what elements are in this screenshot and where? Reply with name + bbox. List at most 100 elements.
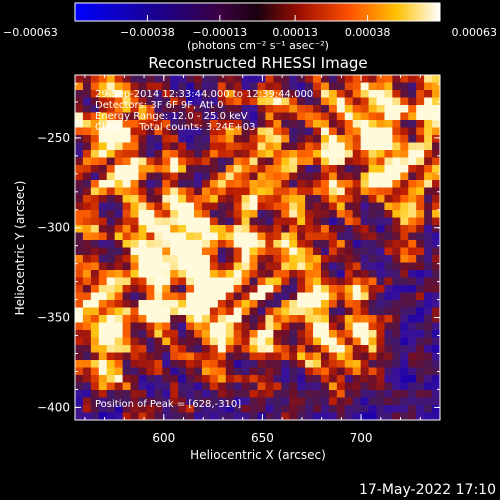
heatmap-cell xyxy=(82,180,92,189)
heatmap-cell xyxy=(320,330,330,339)
heatmap-cell xyxy=(178,75,187,84)
heatmap-cell xyxy=(241,225,251,234)
heatmap-cell xyxy=(344,255,354,264)
heatmap-cell xyxy=(297,307,306,316)
heatmap-cell xyxy=(106,405,116,414)
heatmap-cell xyxy=(122,202,132,211)
heatmap-cell xyxy=(289,390,298,399)
heatmap-cell xyxy=(297,225,306,234)
heatmap-cell xyxy=(225,75,235,84)
heatmap-cell xyxy=(432,240,440,249)
heatmap-cell xyxy=(233,300,243,309)
heatmap-cell xyxy=(106,172,116,181)
heatmap-cell xyxy=(320,285,330,294)
heatmap-cell xyxy=(114,240,124,249)
heatmap-cell xyxy=(432,330,440,339)
heatmap-cell xyxy=(289,127,298,136)
heatmap-cell xyxy=(82,247,92,256)
heatmap-cell xyxy=(82,187,92,196)
heatmap-cell xyxy=(273,262,282,271)
heatmap-cell xyxy=(178,157,187,166)
heatmap-cell xyxy=(281,285,290,294)
heatmap-cell xyxy=(400,292,409,301)
heatmap-cell xyxy=(170,330,179,339)
heatmap-cell xyxy=(170,112,179,121)
heatmap-cell xyxy=(170,97,179,106)
heatmap-cell xyxy=(320,150,330,159)
heatmap-cell xyxy=(273,382,282,391)
heatmap-cell xyxy=(305,225,314,234)
heatmap-cell xyxy=(201,202,211,211)
heatmap-cell xyxy=(201,105,211,114)
heatmap-cell xyxy=(360,307,370,316)
heatmap-cell xyxy=(209,307,219,316)
heatmap-cell xyxy=(392,270,401,279)
heatmap-cell xyxy=(273,367,282,376)
heatmap-cell xyxy=(320,390,330,399)
heatmap-cell xyxy=(328,232,338,241)
heatmap-cell xyxy=(400,202,409,211)
heatmap-cell xyxy=(368,217,378,226)
heatmap-cell xyxy=(368,397,378,406)
heatmap-cell xyxy=(122,315,132,324)
heatmap-cell xyxy=(273,255,282,264)
heatmap-cell xyxy=(90,90,100,99)
heatmap-cell xyxy=(82,225,92,234)
heatmap-cell xyxy=(400,300,409,309)
heatmap-cell xyxy=(289,232,298,241)
heatmap-cell xyxy=(162,120,171,129)
heatmap-cell xyxy=(297,375,306,384)
heatmap-cell xyxy=(178,360,187,369)
heatmap-cell xyxy=(186,405,195,414)
heatmap-cell xyxy=(313,382,322,391)
heatmap-cell xyxy=(336,390,346,399)
heatmap-cell xyxy=(162,172,171,181)
heatmap-cell xyxy=(82,150,92,159)
heatmap-cell xyxy=(241,120,251,129)
heatmap-cell xyxy=(432,172,440,181)
heatmap-cell xyxy=(273,157,282,166)
heatmap-cell xyxy=(98,105,108,114)
heatmap-cell xyxy=(75,112,84,121)
heatmap-cell xyxy=(90,255,100,264)
heatmap-cell xyxy=(273,412,282,420)
heatmap-cell xyxy=(313,225,322,234)
heatmap-cell xyxy=(344,322,354,331)
heatmap-cell xyxy=(162,135,171,144)
heatmap-cell xyxy=(257,157,267,166)
heatmap-cell xyxy=(249,375,259,384)
heatmap-cell xyxy=(194,337,203,346)
heatmap-cell xyxy=(130,292,140,301)
heatmap-cell xyxy=(114,150,124,159)
heatmap-cell xyxy=(249,172,259,181)
heatmap-cell xyxy=(154,322,163,331)
heatmap-cell xyxy=(305,90,314,99)
heatmap-cell xyxy=(75,105,84,114)
heatmap-cell xyxy=(360,367,370,376)
heatmap-cell xyxy=(233,240,243,249)
heatmap-cell xyxy=(249,277,259,286)
heatmap-cell xyxy=(82,157,92,166)
heatmap-cell xyxy=(241,165,251,174)
heatmap-cell xyxy=(432,105,440,114)
heatmap-cell xyxy=(194,127,203,136)
heatmap-cell xyxy=(90,225,100,234)
heatmap-cell xyxy=(162,195,171,204)
heatmap-cell xyxy=(194,142,203,151)
heatmap-cell xyxy=(328,255,338,264)
heatmap-cell xyxy=(257,352,267,361)
heatmap-cell xyxy=(90,217,100,226)
heatmap-cell xyxy=(336,300,346,309)
heatmap-cell xyxy=(432,195,440,204)
heatmap-cell xyxy=(305,397,314,406)
heatmap-cell xyxy=(336,225,346,234)
heatmap-cell xyxy=(265,307,274,316)
heatmap-cell xyxy=(257,217,267,226)
heatmap-cell xyxy=(130,217,140,226)
heatmap-cell xyxy=(313,180,322,189)
heatmap-cell xyxy=(336,127,346,136)
y-tick-label-3: −400 xyxy=(37,400,70,414)
heatmap-cell xyxy=(408,390,417,399)
heatmap-cell xyxy=(82,352,92,361)
heatmap-cell xyxy=(241,360,251,369)
